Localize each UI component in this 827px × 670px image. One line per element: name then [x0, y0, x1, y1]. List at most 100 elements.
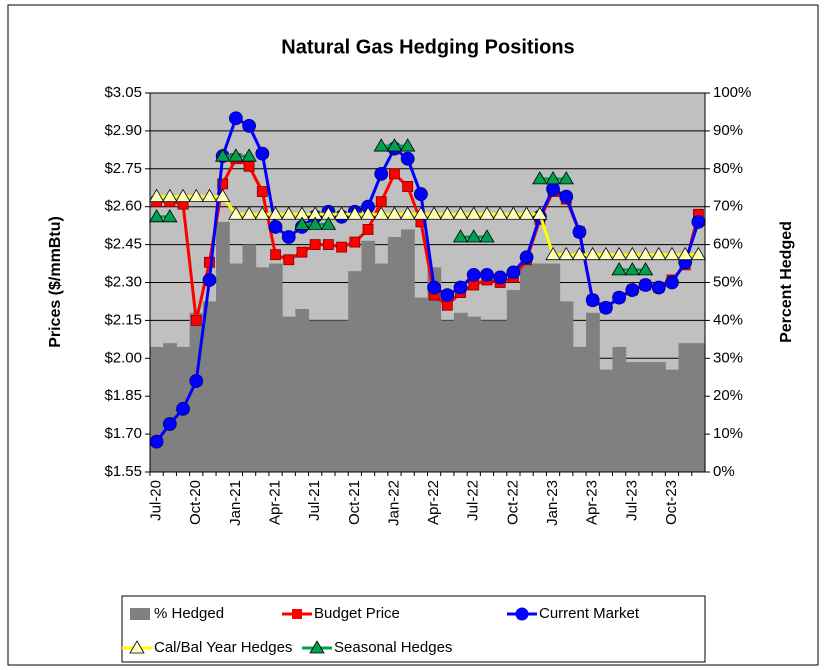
legend-label: Current Market — [539, 605, 640, 622]
area-column — [242, 244, 257, 472]
marker-square — [296, 246, 308, 258]
marker-triangle — [162, 188, 178, 202]
marker-triangle — [214, 148, 231, 162]
area-column — [546, 263, 561, 472]
marker-triangle — [690, 246, 707, 261]
marker-triangle — [175, 188, 191, 202]
marker-triangle — [664, 246, 680, 261]
area-column — [467, 316, 481, 472]
marker-circle — [440, 288, 455, 303]
marker-circle — [242, 118, 257, 133]
legend-marker — [515, 607, 529, 621]
marker-circle — [506, 265, 521, 280]
marker-circle — [228, 111, 243, 126]
legend-marker — [129, 640, 145, 654]
marker-triangle — [201, 188, 218, 202]
area-column — [150, 346, 164, 472]
y-tick-label: $2.90 — [104, 122, 142, 139]
marker-circle — [598, 300, 613, 315]
marker-triangle — [360, 206, 376, 220]
marker-triangle — [162, 209, 178, 223]
area-column — [599, 369, 613, 472]
area-column — [308, 320, 323, 472]
marker-triangle — [598, 246, 614, 261]
y-tick-label: $2.45 — [104, 236, 142, 253]
marker-square — [190, 314, 202, 326]
area-column — [427, 267, 442, 472]
area-column — [533, 263, 547, 472]
area-column — [414, 297, 428, 472]
legend-label: Seasonal Hedges — [334, 639, 452, 656]
x-tick-label: Oct-21 — [346, 480, 363, 525]
legend-marker — [292, 609, 302, 619]
area-column — [638, 362, 653, 472]
x-tick-label: Apr-21 — [267, 480, 284, 525]
marker-triangle — [479, 206, 495, 220]
x-tick-label: Apr-22 — [425, 480, 442, 525]
y-tick-label: $3.05 — [104, 84, 142, 101]
area-column — [652, 362, 666, 472]
marker-triangle — [399, 206, 416, 220]
marker-triangle — [307, 216, 323, 230]
legend-label: % Hedged — [154, 605, 224, 622]
area-column — [678, 343, 693, 472]
y-tick-label: $1.55 — [104, 463, 142, 480]
legend-label: Budget Price — [314, 605, 400, 622]
marker-circle — [149, 434, 164, 449]
area-column — [321, 320, 336, 472]
y-tick-label: $2.75 — [104, 160, 142, 177]
marker-circle — [427, 280, 442, 295]
y-tick-label: $2.00 — [104, 349, 142, 366]
y2-tick-label: 60% — [713, 236, 743, 253]
marker-circle — [638, 278, 653, 292]
marker-triangle — [333, 206, 350, 220]
marker-square — [243, 160, 255, 172]
marker-triangle — [637, 262, 654, 276]
marker-triangle — [373, 138, 389, 152]
marker-square — [375, 196, 387, 208]
marker-circle — [651, 280, 666, 295]
marker-square — [402, 181, 414, 192]
area-column — [401, 229, 415, 472]
legend-marker — [309, 640, 325, 654]
marker-circle — [519, 250, 534, 265]
marker-triangle — [439, 206, 456, 220]
area-column — [506, 290, 521, 472]
y2-tick-label: 0% — [713, 463, 735, 480]
marker-circle — [453, 280, 468, 295]
marker-triangle — [399, 138, 416, 152]
marker-triangle — [228, 148, 244, 162]
legend-swatch — [130, 608, 150, 620]
marker-circle — [466, 268, 481, 282]
marker-triangle — [214, 188, 231, 202]
marker-triangle — [241, 206, 257, 220]
area-column — [453, 312, 468, 472]
marker-triangle — [148, 188, 165, 202]
x-tick-label: Jul-22 — [465, 480, 482, 521]
area-column — [361, 240, 376, 472]
area-column — [374, 263, 389, 472]
area-column — [559, 301, 574, 472]
marker-circle — [546, 182, 560, 196]
y2-tick-label: 20% — [713, 387, 743, 404]
marker-triangle — [584, 246, 601, 261]
x-tick-label: Apr-23 — [584, 480, 601, 525]
x-tick-label: Jan-21 — [227, 480, 244, 526]
marker-triangle — [611, 262, 627, 276]
marker-circle — [374, 166, 389, 181]
legend-label: Cal/Bal Year Hedges — [154, 639, 292, 656]
y-tick-label: $2.15 — [104, 311, 142, 328]
x-tick-label: Jan-23 — [544, 480, 561, 526]
area-column — [229, 263, 243, 472]
area-column — [612, 346, 627, 472]
marker-triangle — [558, 246, 574, 261]
marker-triangle — [571, 246, 588, 261]
marker-circle — [585, 293, 600, 308]
marker-circle — [400, 151, 415, 166]
marker-triangle — [466, 229, 482, 243]
marker-triangle — [148, 209, 165, 223]
marker-triangle — [651, 246, 667, 261]
marker-circle — [612, 290, 627, 305]
